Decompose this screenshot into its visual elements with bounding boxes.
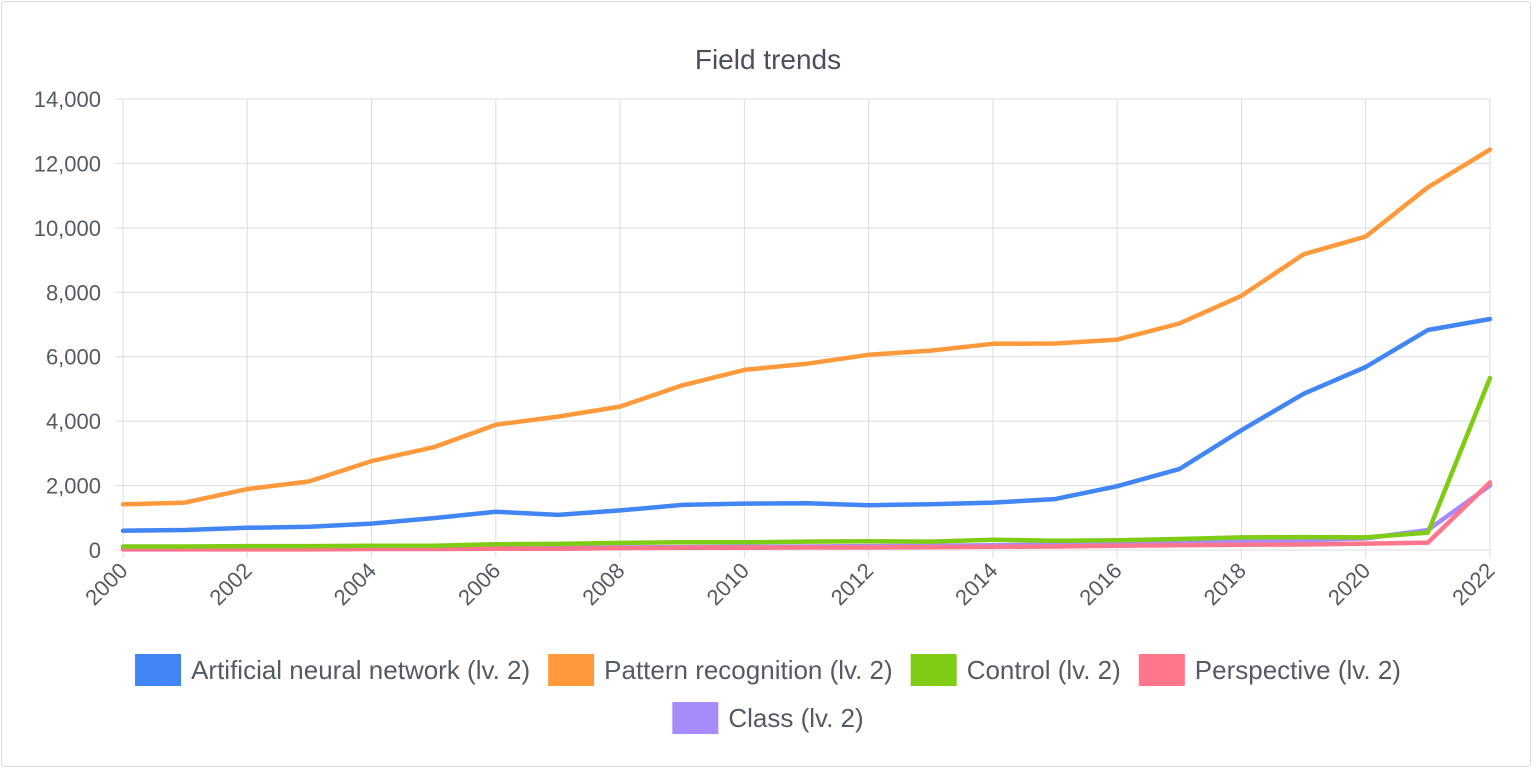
legend-item[interactable]: Control (lv. 2) <box>910 654 1121 686</box>
x-tick-label: 2016 <box>1074 558 1126 610</box>
legend-swatch <box>1138 654 1185 686</box>
series-lines <box>120 147 1493 552</box>
y-axis: 0 2,000 4,000 6,000 8,000 10,000 12,000 14,000 <box>34 87 101 563</box>
legend-label: Artificial neural network (lv. 2) <box>191 655 530 685</box>
x-tick-label: 2018 <box>1199 558 1251 610</box>
y-tick-label: 0 <box>89 538 101 563</box>
legend-label: Class (lv. 2) <box>728 703 863 733</box>
y-tick-label: 12,000 <box>34 151 101 176</box>
series-line-1 <box>120 316 1493 533</box>
series-line-4 <box>120 480 1493 552</box>
y-tick-label: 14,000 <box>34 87 101 112</box>
grid-lines <box>115 98 1491 558</box>
series-line-2 <box>120 147 1493 507</box>
legend-swatch <box>910 654 957 686</box>
y-tick-label: 6,000 <box>46 345 101 370</box>
x-tick-label: 2022 <box>1447 558 1499 610</box>
x-axis: 2000 2002 2004 2006 2008 2010 2012 2014 2016 2018… <box>80 558 1499 610</box>
series-line-3 <box>120 375 1493 549</box>
x-tick-label: 2008 <box>577 558 629 610</box>
x-tick-label: 2020 <box>1323 558 1375 610</box>
chart-title: Field trends <box>695 44 841 75</box>
y-tick-label: 10,000 <box>34 216 101 241</box>
y-tick-label: 4,000 <box>46 409 101 434</box>
legend-item[interactable]: Class (lv. 2) <box>672 702 864 734</box>
legend-label: Pattern recognition (lv. 2) <box>604 655 893 685</box>
legend-label: Perspective (lv. 2) <box>1195 655 1401 685</box>
x-tick-label: 2004 <box>329 558 381 610</box>
x-tick-label: 2006 <box>453 558 505 610</box>
legend-swatch <box>672 702 719 734</box>
x-tick-label: 2002 <box>205 558 257 610</box>
x-tick-label: 2010 <box>702 558 754 610</box>
legend: Artificial neural network (lv. 2) Pattern… <box>135 654 1401 734</box>
x-tick-label: 2014 <box>950 558 1002 610</box>
x-tick-label: 2012 <box>826 558 878 610</box>
y-tick-label: 2,000 <box>46 474 101 499</box>
legend-item[interactable]: Artificial neural network (lv. 2) <box>135 654 530 686</box>
legend-label: Control (lv. 2) <box>967 655 1121 685</box>
legend-swatch <box>135 654 182 686</box>
legend-item[interactable]: Perspective (lv. 2) <box>1138 654 1401 686</box>
y-tick-label: 8,000 <box>46 280 101 305</box>
x-tick-label: 2000 <box>80 558 132 610</box>
legend-swatch <box>548 654 595 686</box>
legend-item[interactable]: Pattern recognition (lv. 2) <box>548 654 893 686</box>
